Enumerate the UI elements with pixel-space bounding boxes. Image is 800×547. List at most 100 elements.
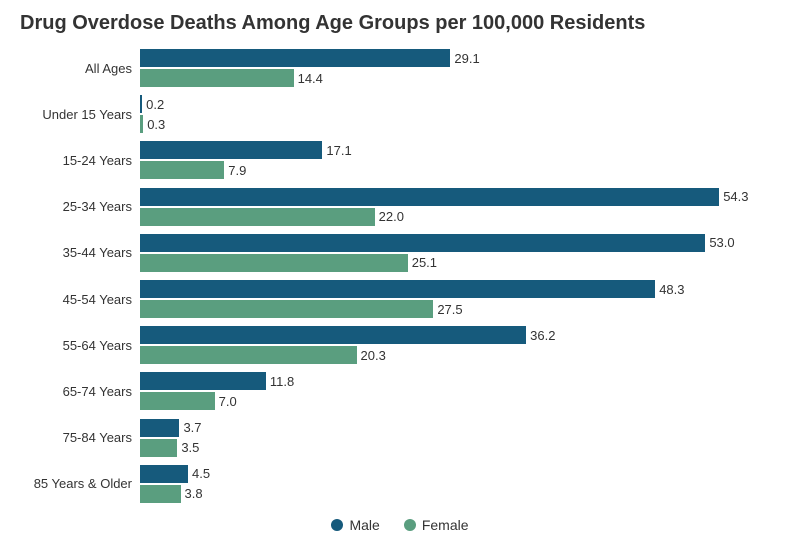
bar — [140, 95, 142, 113]
bar — [140, 280, 655, 298]
chart-title: Drug Overdose Deaths Among Age Groups pe… — [20, 12, 780, 35]
legend-item: Male — [331, 517, 379, 533]
category-group: 15-24 Years 17.1 7.9 — [20, 141, 780, 179]
bar-value-label: 17.1 — [326, 143, 351, 158]
bars-stack: 4.53.8 — [140, 465, 780, 503]
category-group: 85 Years & Older4.53.8 — [20, 465, 780, 503]
chart-plot-area: All Ages29.114.4Under 15 Years0.20.315-2… — [20, 45, 780, 507]
bars-stack: 36.2 20.3 — [140, 326, 780, 364]
bar-value-label: 53.0 — [709, 235, 734, 250]
bars-stack: 3.73.5 — [140, 419, 780, 457]
bar — [140, 485, 181, 503]
bar-row: 29.1 — [140, 49, 780, 67]
bar — [140, 465, 188, 483]
bar-row: 11.8 — [140, 372, 780, 390]
bar-value-label: 27.5 — [437, 302, 462, 317]
bars-stack: 48.3 27.5 — [140, 280, 780, 318]
category-group: 35-44 Years 53.0 25.1 — [20, 234, 780, 272]
legend-swatch-icon — [404, 519, 416, 531]
bars-stack: 17.1 7.9 — [140, 141, 780, 179]
category-label: 55-64 Years — [20, 338, 140, 353]
bar-row: 7.0 — [140, 392, 780, 410]
bar-row: 17.1 — [140, 141, 780, 159]
category-group: 45-54 Years 48.3 27.5 — [20, 280, 780, 318]
legend-label: Male — [349, 517, 379, 533]
legend-swatch-icon — [331, 519, 343, 531]
bar — [140, 208, 375, 226]
bar — [140, 346, 357, 364]
bar-value-label: 29.1 — [454, 51, 479, 66]
bar-row: 54.3 — [140, 188, 780, 206]
category-label: 35-44 Years — [20, 245, 140, 260]
bar — [140, 300, 433, 318]
bar — [140, 188, 719, 206]
bar-row: 25.1 — [140, 254, 780, 272]
bar-row: 3.5 — [140, 439, 780, 457]
bar — [140, 372, 266, 390]
category-group: 65-74 Years 11.8 7.0 — [20, 372, 780, 410]
bars-stack: 29.1 14.4 — [140, 49, 780, 87]
bar — [140, 69, 294, 87]
legend-item: Female — [404, 517, 469, 533]
bar-value-label: 0.3 — [147, 117, 165, 132]
bar-value-label: 3.5 — [181, 440, 199, 455]
chart-legend: Male Female — [20, 507, 780, 547]
bar-row: 27.5 — [140, 300, 780, 318]
category-label: 15-24 Years — [20, 153, 140, 168]
category-label: 75-84 Years — [20, 430, 140, 445]
bars-stack: 0.20.3 — [140, 95, 780, 133]
bar-value-label: 0.2 — [146, 97, 164, 112]
bar-row: 14.4 — [140, 69, 780, 87]
bar-row: 0.3 — [140, 115, 780, 133]
bar-row: 4.5 — [140, 465, 780, 483]
category-group: All Ages 29.1 14.4 — [20, 49, 780, 87]
bar-value-label: 36.2 — [530, 328, 555, 343]
category-label: 45-54 Years — [20, 292, 140, 307]
bar-value-label: 3.7 — [183, 420, 201, 435]
bar-value-label: 7.0 — [219, 394, 237, 409]
bar-row: 36.2 — [140, 326, 780, 344]
bar-value-label: 22.0 — [379, 209, 404, 224]
category-label: 25-34 Years — [20, 199, 140, 214]
bar-value-label: 48.3 — [659, 282, 684, 297]
bar-row: 22.0 — [140, 208, 780, 226]
bar-value-label: 4.5 — [192, 466, 210, 481]
bar — [140, 115, 143, 133]
bar — [140, 419, 179, 437]
bar-row: 0.2 — [140, 95, 780, 113]
bars-stack: 11.8 7.0 — [140, 372, 780, 410]
category-group: 25-34 Years 54.3 22.0 — [20, 188, 780, 226]
bar-value-label: 3.8 — [185, 486, 203, 501]
bar — [140, 234, 705, 252]
bar-row: 3.8 — [140, 485, 780, 503]
bar — [140, 326, 526, 344]
category-label: All Ages — [20, 61, 140, 76]
category-label: 65-74 Years — [20, 384, 140, 399]
bar — [140, 49, 450, 67]
bar-value-label: 20.3 — [361, 348, 386, 363]
bar — [140, 254, 408, 272]
bar-value-label: 25.1 — [412, 255, 437, 270]
bar-value-label: 14.4 — [298, 71, 323, 86]
category-group: 55-64 Years 36.2 20.3 — [20, 326, 780, 364]
bar — [140, 141, 322, 159]
bars-stack: 53.0 25.1 — [140, 234, 780, 272]
bars-stack: 54.3 22.0 — [140, 188, 780, 226]
bar-row: 48.3 — [140, 280, 780, 298]
category-group: Under 15 Years0.20.3 — [20, 95, 780, 133]
bar-value-label: 54.3 — [723, 189, 748, 204]
bar-value-label: 11.8 — [270, 374, 294, 389]
bar-row: 7.9 — [140, 161, 780, 179]
bar — [140, 161, 224, 179]
legend-label: Female — [422, 517, 469, 533]
bar — [140, 439, 177, 457]
bar — [140, 392, 215, 410]
bar-row: 20.3 — [140, 346, 780, 364]
category-label: 85 Years & Older — [20, 476, 140, 491]
bar-value-label: 7.9 — [228, 163, 246, 178]
category-label: Under 15 Years — [20, 107, 140, 122]
category-group: 75-84 Years3.73.5 — [20, 419, 780, 457]
bar-row: 53.0 — [140, 234, 780, 252]
bar-row: 3.7 — [140, 419, 780, 437]
chart-container: Drug Overdose Deaths Among Age Groups pe… — [0, 0, 800, 547]
